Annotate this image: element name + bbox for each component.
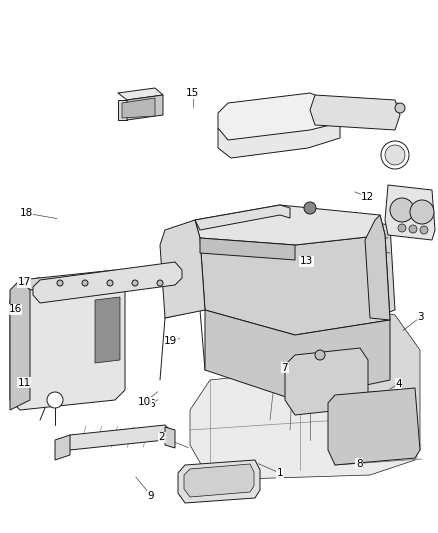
Text: 17: 17 <box>18 278 31 287</box>
Text: 3: 3 <box>417 312 424 322</box>
Circle shape <box>385 145 405 165</box>
Polygon shape <box>118 100 127 120</box>
Polygon shape <box>10 280 125 410</box>
Text: 12: 12 <box>361 192 374 202</box>
Polygon shape <box>218 93 342 140</box>
Polygon shape <box>195 205 290 230</box>
Polygon shape <box>285 348 368 415</box>
Polygon shape <box>20 270 125 290</box>
Polygon shape <box>200 235 390 335</box>
Polygon shape <box>310 95 400 130</box>
Circle shape <box>57 280 63 286</box>
Circle shape <box>398 224 406 232</box>
Circle shape <box>410 200 434 224</box>
Circle shape <box>132 280 138 286</box>
Circle shape <box>82 280 88 286</box>
Text: 10: 10 <box>138 398 151 407</box>
Text: 11: 11 <box>18 378 31 387</box>
Polygon shape <box>63 425 172 450</box>
Polygon shape <box>95 297 120 363</box>
Text: 7: 7 <box>281 363 288 373</box>
Polygon shape <box>205 310 390 400</box>
Polygon shape <box>178 460 260 503</box>
Text: 15: 15 <box>186 88 199 98</box>
Text: 16: 16 <box>9 304 22 314</box>
Circle shape <box>390 198 414 222</box>
Text: 6: 6 <box>148 399 155 409</box>
Polygon shape <box>33 262 182 303</box>
Polygon shape <box>328 388 420 465</box>
Text: 9: 9 <box>148 491 155 500</box>
Circle shape <box>304 202 316 214</box>
Polygon shape <box>127 95 163 120</box>
Circle shape <box>409 225 417 233</box>
Polygon shape <box>350 220 395 315</box>
Circle shape <box>157 280 163 286</box>
Polygon shape <box>195 205 385 245</box>
Text: 13: 13 <box>300 256 313 266</box>
Circle shape <box>315 350 325 360</box>
Text: 18: 18 <box>20 208 33 218</box>
Polygon shape <box>10 280 30 410</box>
Polygon shape <box>160 220 205 318</box>
Polygon shape <box>165 427 175 448</box>
Circle shape <box>381 141 409 169</box>
Text: 4: 4 <box>395 379 402 389</box>
Polygon shape <box>190 360 415 480</box>
Polygon shape <box>184 464 254 497</box>
Polygon shape <box>218 120 340 158</box>
Polygon shape <box>200 238 295 260</box>
Polygon shape <box>55 435 70 460</box>
Text: 19: 19 <box>164 336 177 346</box>
Circle shape <box>395 103 405 113</box>
Polygon shape <box>385 185 435 240</box>
Polygon shape <box>122 98 155 118</box>
Circle shape <box>420 226 428 234</box>
Polygon shape <box>118 88 163 100</box>
Text: 8: 8 <box>356 459 363 469</box>
Circle shape <box>107 280 113 286</box>
Text: 1: 1 <box>277 469 284 478</box>
Circle shape <box>47 392 63 408</box>
Text: 2: 2 <box>159 432 166 442</box>
Polygon shape <box>345 308 420 460</box>
Polygon shape <box>365 215 390 320</box>
